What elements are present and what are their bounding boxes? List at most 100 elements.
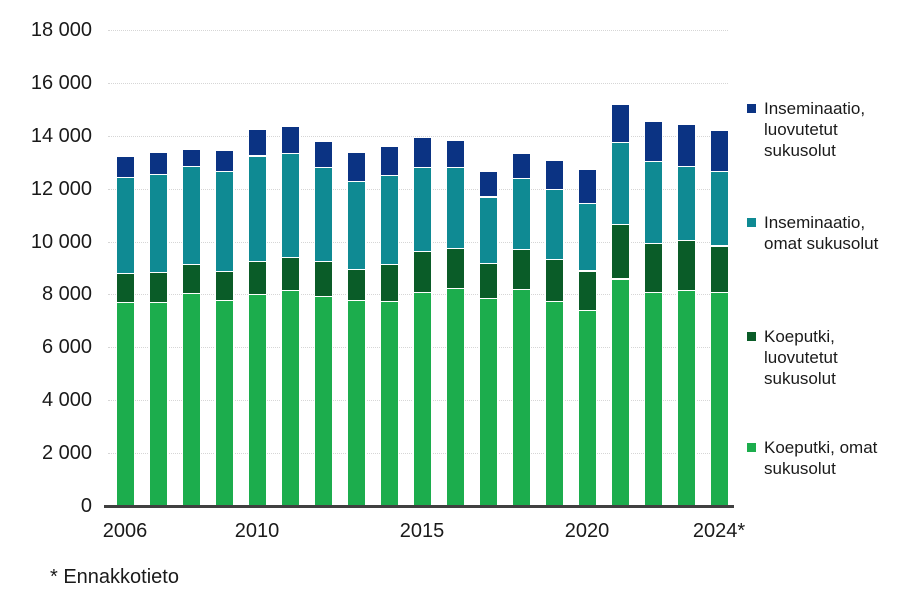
y-axis-tick-label: 12 000 bbox=[30, 177, 92, 200]
bar-segment bbox=[379, 146, 399, 177]
chart-legend: Inseminaatio, luovutetut sukusolut Insemi… bbox=[747, 0, 917, 595]
bar-segment bbox=[115, 302, 135, 507]
bar-segment bbox=[610, 224, 630, 280]
bar-segment bbox=[610, 278, 630, 507]
bar-segment bbox=[511, 289, 531, 507]
y-axis-tick-label: 0 bbox=[80, 495, 92, 517]
bar-segment bbox=[577, 168, 597, 205]
bar-segment bbox=[577, 310, 597, 507]
x-axis-tick-label: 2010 bbox=[234, 520, 280, 542]
bar-segment bbox=[280, 152, 300, 259]
bar-segment bbox=[214, 299, 234, 507]
bar-segment bbox=[214, 171, 234, 272]
bar-segment bbox=[445, 139, 465, 169]
legend-marker-icon bbox=[747, 218, 756, 227]
y-gridline bbox=[108, 29, 728, 31]
bar-segment bbox=[709, 291, 729, 507]
bar-segment bbox=[346, 299, 366, 507]
bar-segment bbox=[709, 171, 729, 247]
bar-segment bbox=[544, 301, 564, 507]
bar-segment bbox=[181, 166, 201, 265]
bar-segment bbox=[214, 270, 234, 301]
bar-segment bbox=[115, 273, 135, 304]
y-axis-tick-label: 16 000 bbox=[30, 71, 92, 94]
legend-item: Inseminaatio, omat sukusolut bbox=[747, 212, 888, 254]
bar-segment bbox=[346, 180, 366, 271]
y-axis-tick-label: 4 000 bbox=[41, 389, 92, 412]
bar-segment bbox=[511, 178, 531, 251]
x-axis-tick-label: 2015 bbox=[399, 520, 445, 542]
legend-marker-icon bbox=[747, 443, 756, 452]
bar-segment bbox=[544, 188, 564, 260]
bar-segment bbox=[643, 242, 663, 293]
bar-segment bbox=[676, 240, 696, 292]
x-axis-tick-label: 2024* bbox=[692, 520, 746, 542]
bar-segment bbox=[346, 151, 366, 182]
y-gridline bbox=[108, 82, 728, 84]
y-axis-tick-label: 2 000 bbox=[41, 442, 92, 465]
bar-segment bbox=[247, 294, 267, 507]
bar-segment bbox=[643, 291, 663, 507]
bar-segment bbox=[511, 249, 531, 291]
y-axis-tick-label: 18 000 bbox=[30, 18, 92, 41]
bar-segment bbox=[379, 264, 399, 302]
x-axis-tick-label: 2020 bbox=[564, 520, 610, 542]
legend-item-label: Inseminaatio, luovutetut sukusolut bbox=[764, 99, 866, 160]
bar-segment bbox=[247, 155, 267, 263]
bar-segment bbox=[445, 167, 465, 250]
bar-segment bbox=[676, 166, 696, 242]
bar-segment bbox=[577, 203, 597, 272]
bar-segment bbox=[379, 301, 399, 507]
bar-segment bbox=[412, 137, 432, 169]
bar-segment bbox=[478, 196, 498, 264]
legend-marker-icon bbox=[747, 332, 756, 341]
bar-segment bbox=[181, 264, 201, 295]
bar-segment bbox=[478, 262, 498, 300]
bar-segment bbox=[181, 293, 201, 507]
bar-segment bbox=[148, 302, 168, 507]
bar-segment bbox=[544, 258, 564, 302]
bar-segment bbox=[610, 142, 630, 226]
bar-segment bbox=[676, 290, 696, 507]
bar-segment bbox=[709, 245, 729, 293]
bar-segment bbox=[280, 290, 300, 507]
legend-item-label: Koeputki, luovutetut sukusolut bbox=[764, 327, 838, 388]
bar-segment bbox=[346, 269, 366, 301]
bar-segment bbox=[478, 171, 498, 198]
x-axis-tick-label: 2006 bbox=[102, 520, 148, 542]
legend-item-label: Inseminaatio, omat sukusolut bbox=[764, 213, 879, 253]
y-axis-tick-label: 10 000 bbox=[30, 230, 92, 253]
y-axis-tick-label: 14 000 bbox=[30, 124, 92, 147]
bar-segment bbox=[148, 151, 168, 176]
bar-segment bbox=[115, 176, 135, 275]
bar-segment bbox=[247, 261, 267, 296]
bar-segment bbox=[148, 271, 168, 304]
bar-segment bbox=[544, 159, 564, 190]
bar-segment bbox=[379, 175, 399, 265]
bar-segment bbox=[313, 261, 333, 297]
legend-item: Inseminaatio, luovutetut sukusolut bbox=[747, 98, 888, 161]
bar-segment bbox=[214, 150, 234, 173]
bar-segment bbox=[280, 257, 300, 292]
bar-segment bbox=[643, 121, 663, 162]
bar-segment bbox=[511, 152, 531, 179]
bar-segment bbox=[181, 148, 201, 168]
bar-segment bbox=[676, 123, 696, 168]
bar-segment bbox=[313, 141, 333, 169]
chart-footnote: * Ennakkotieto bbox=[50, 566, 179, 588]
legend-marker-icon bbox=[747, 104, 756, 113]
bar-segment bbox=[577, 270, 597, 312]
legend-item: Koeputki, luovutetut sukusolut bbox=[747, 326, 888, 389]
legend-item-label: Koeputki, omat sukusolut bbox=[764, 438, 878, 478]
bar-segment bbox=[313, 295, 333, 507]
bar-segment bbox=[280, 126, 300, 154]
bar-segment bbox=[709, 130, 729, 173]
bar-segment bbox=[313, 167, 333, 263]
bar-segment bbox=[412, 167, 432, 252]
bar-segment bbox=[148, 174, 168, 273]
x-axis-line bbox=[104, 505, 734, 508]
bar-segment bbox=[445, 287, 465, 507]
bar-segment bbox=[643, 160, 663, 244]
y-gridline bbox=[108, 135, 728, 137]
